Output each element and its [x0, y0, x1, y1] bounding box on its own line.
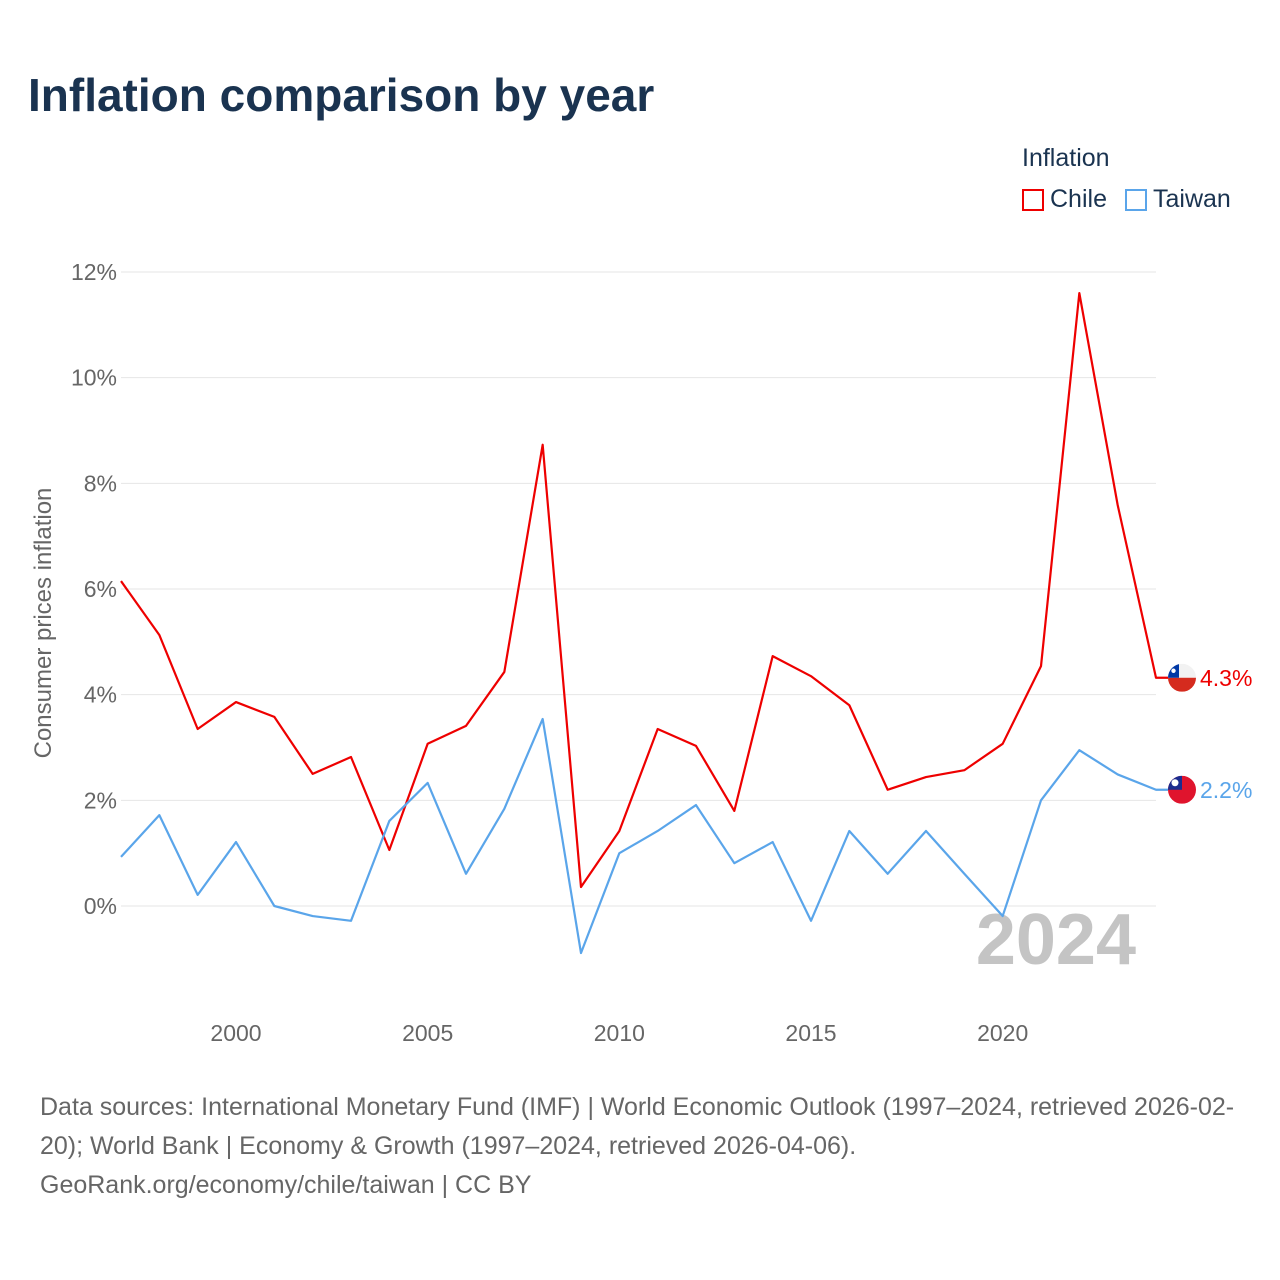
flag-red — [1168, 677, 1196, 692]
flag-taiwan-icon — [1168, 775, 1196, 804]
y-tick-label: 10% — [71, 365, 117, 391]
legend-label-chile: Chile — [1050, 185, 1107, 213]
footer: Data sources: International Monetary Fun… — [40, 1088, 1250, 1205]
series-line-taiwan — [120, 717, 1168, 955]
legend-item-chile[interactable]: Chile — [1022, 185, 1107, 214]
y-tick-label: 2% — [84, 787, 117, 813]
data-sources: Data sources: International Monetary Fun… — [40, 1093, 1235, 1160]
flag-star — [1171, 668, 1176, 673]
y-tick-label: 0% — [84, 893, 117, 919]
x-tick-label: 2010 — [594, 1020, 645, 1046]
y-tick-label: 12% — [71, 259, 117, 285]
end-label-chile: 4.3% — [1200, 665, 1252, 691]
legend-swatch-chile — [1022, 188, 1044, 211]
y-tick-label: 8% — [84, 470, 117, 496]
legend-swatch-taiwan — [1124, 188, 1147, 211]
flag-chile-icon — [1168, 663, 1196, 692]
end-label-taiwan: 2.2% — [1200, 777, 1252, 803]
chart-title: Inflation comparison by year — [28, 69, 655, 121]
x-tick-label: 2005 — [402, 1020, 453, 1046]
x-tick-label: 2000 — [210, 1020, 261, 1046]
flag-body — [1168, 663, 1196, 692]
x-tick-label: 2020 — [977, 1020, 1028, 1046]
y-tick-label: 4% — [84, 682, 117, 708]
flag-body — [1168, 775, 1196, 804]
legend-label-taiwan: Taiwan — [1152, 185, 1231, 213]
series-line-chile — [120, 292, 1168, 889]
x-tick-label: 2015 — [785, 1020, 836, 1046]
y-axis-label: Consumer prices inflation — [30, 488, 57, 759]
credit-link[interactable]: GeoRank.org/economy/chile/taiwan | CC BY — [40, 1171, 532, 1199]
legend-item-taiwan[interactable]: Taiwan — [1124, 185, 1231, 214]
flag-sun — [1171, 779, 1179, 787]
legend-title: Inflation — [1022, 144, 1110, 172]
legend: Inflation Chile Taiwan — [1022, 144, 1231, 214]
line-chart: 0% 2% 4% 6% 8% 10% 12% 2000 2005 2010 2015 2020 Con… — [30, 259, 1252, 1046]
y-tick-label: 6% — [84, 576, 117, 602]
